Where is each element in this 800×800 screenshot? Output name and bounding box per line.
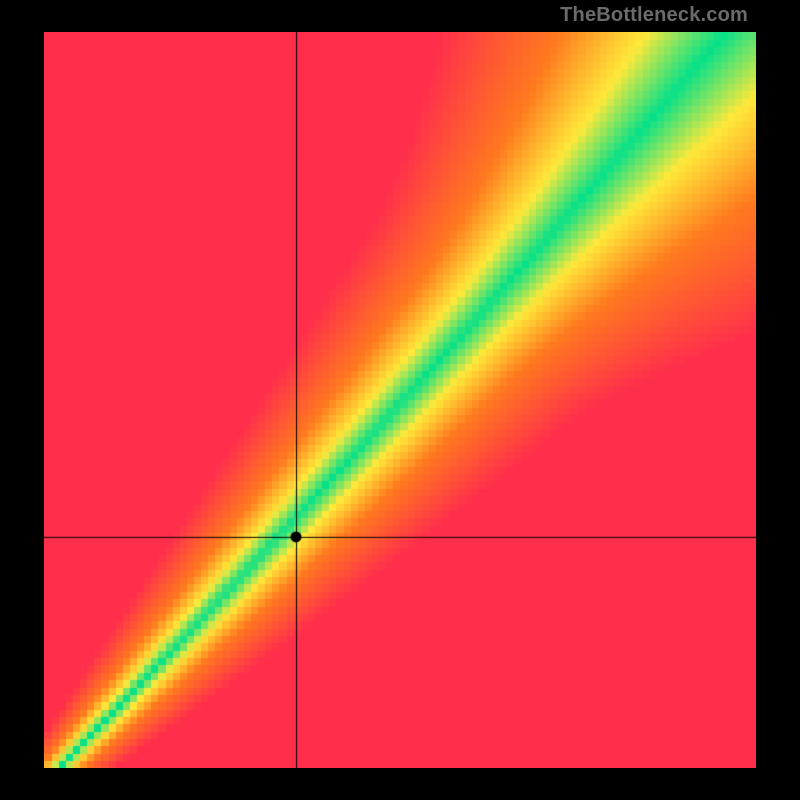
watermark-text: TheBottleneck.com	[560, 4, 748, 27]
chart-frame: TheBottleneck.com	[0, 0, 800, 800]
bottleneck-heatmap	[44, 32, 756, 768]
